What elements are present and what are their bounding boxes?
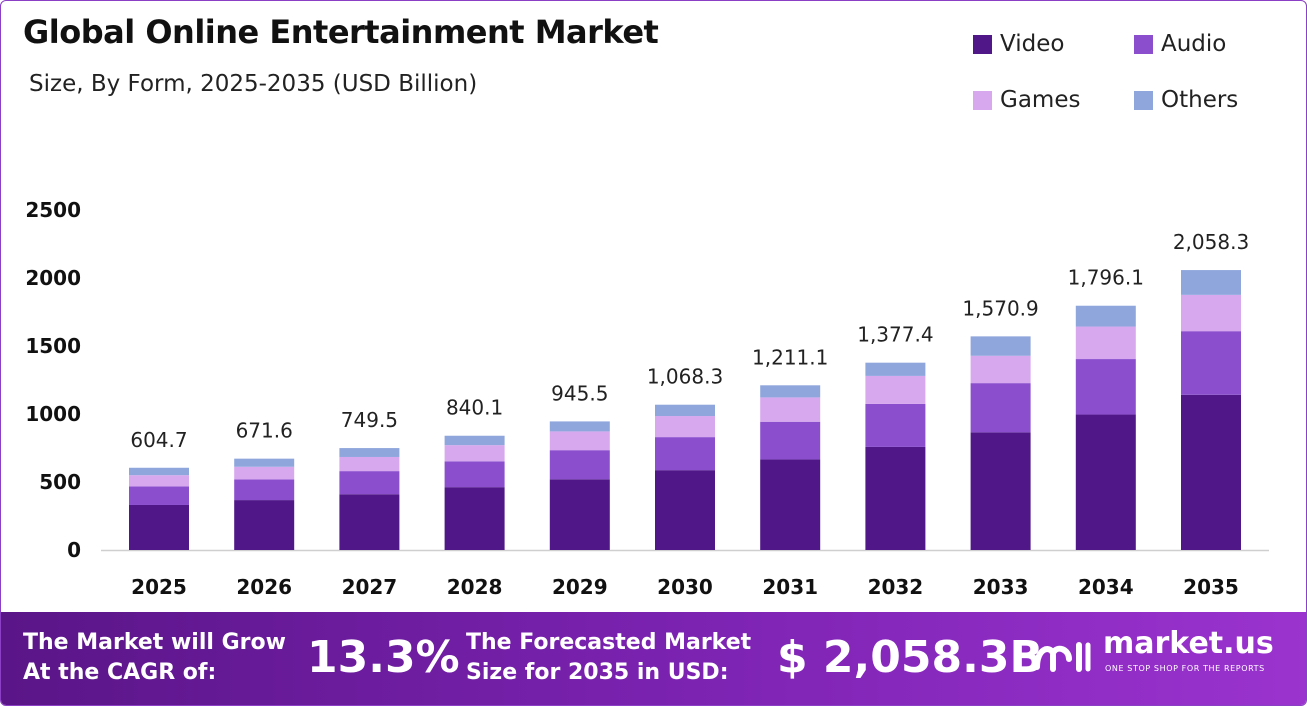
bar-segment-others-2030 [655, 404, 715, 417]
total-label-2032: 1,377.4 [857, 323, 933, 347]
y-tick-label: 500 [39, 470, 81, 494]
legend-item-video: Video [973, 31, 1064, 57]
bar-segment-others-2026 [234, 458, 295, 467]
chart-subtitle: Size, By Form, 2025-2035 (USD Billion) [29, 71, 478, 97]
bar-segment-others-2034 [1075, 305, 1136, 327]
brand-name: market.us [1103, 626, 1274, 661]
bar-segment-video-2030 [655, 470, 715, 550]
legend-item-audio: Audio [1134, 31, 1226, 57]
forecast-label-line1: The Forecasted Market [466, 630, 752, 655]
bar-segment-games-2034 [1075, 326, 1136, 360]
legend-item-games: Games [973, 87, 1080, 113]
bar-segment-games-2032 [865, 375, 926, 404]
total-label-2034: 1,796.1 [1068, 266, 1144, 290]
total-label-2031: 1,211.1 [752, 345, 828, 369]
cagr-value: 13.3% [307, 632, 460, 683]
cagr-label-line2: At the CAGR of: [23, 660, 217, 685]
bar-segment-games-2029 [549, 431, 610, 451]
bar-segment-audio-2032 [865, 403, 926, 447]
legend-item-others: Others [1134, 87, 1238, 113]
x-tick-label-2029: 2029 [552, 575, 608, 599]
y-tick-label: 2500 [25, 198, 81, 222]
bar-segment-games-2030 [655, 416, 715, 438]
stacked-bar-chart: 0 500 1000 1500 2000 2500 604.7 2025 671.6 2026 74… [25, 198, 1269, 599]
bar-segment-video-2032 [865, 446, 926, 550]
bar-segment-others-2028 [444, 435, 505, 446]
bar-segment-audio-2034 [1075, 359, 1136, 415]
brand-tagline: ONE STOP SHOP FOR THE REPORTS [1105, 664, 1265, 673]
total-label-2028: 840.1 [446, 396, 503, 420]
total-label-2027: 749.5 [341, 408, 398, 432]
bar-segment-video-2028 [444, 487, 505, 550]
bar-segment-video-2029 [549, 479, 610, 550]
y-tick-label: 1500 [25, 334, 81, 358]
y-tick-label: 1000 [25, 402, 81, 426]
bar-segment-audio-2030 [655, 437, 715, 471]
bar-segment-others-2025 [129, 467, 189, 476]
total-label-2029: 945.5 [551, 381, 608, 405]
bar-segment-audio-2031 [760, 421, 821, 460]
bar-segment-video-2027 [339, 494, 400, 550]
total-label-2033: 1,570.9 [962, 296, 1038, 320]
y-tick-label: 2000 [25, 266, 81, 290]
bar-segment-audio-2027 [339, 471, 400, 495]
forecast-value: $ 2,058.3B [777, 632, 1043, 683]
bar-segment-video-2025 [129, 504, 189, 550]
bar-segment-audio-2033 [970, 383, 1031, 433]
x-tick-label-2032: 2032 [868, 575, 924, 599]
bar-segment-video-2035 [1181, 394, 1241, 550]
x-tick-label-2031: 2031 [762, 575, 818, 599]
bar-segment-others-2035 [1181, 270, 1241, 295]
cagr-label-line1: The Market will Grow [23, 630, 286, 655]
bar-segment-others-2029 [549, 421, 610, 432]
bar-segment-games-2035 [1181, 294, 1241, 332]
x-tick-label-2026: 2026 [236, 575, 292, 599]
bar-segment-others-2032 [865, 362, 926, 376]
bar-segment-games-2027 [339, 456, 400, 472]
x-tick-label-2028: 2028 [447, 575, 503, 599]
bar-segment-others-2031 [760, 385, 821, 398]
legend-label-video: Video [1000, 31, 1065, 57]
legend-swatch-video [973, 34, 992, 54]
bar-segment-games-2028 [444, 445, 505, 462]
x-tick-label-2034: 2034 [1078, 575, 1134, 599]
legend-swatch-others [1134, 90, 1153, 110]
total-label-2030: 1,068.3 [647, 365, 723, 389]
x-tick-label-2033: 2033 [973, 575, 1029, 599]
bar-segment-games-2025 [129, 475, 189, 487]
bar-segment-video-2026 [234, 500, 295, 550]
x-tick-label-2027: 2027 [342, 575, 398, 599]
legend-label-games: Games [1000, 87, 1081, 113]
x-tick-label-2030: 2030 [657, 575, 713, 599]
bar-segment-audio-2035 [1181, 331, 1241, 395]
total-label-2025: 604.7 [130, 428, 187, 452]
bar-segment-games-2031 [760, 397, 821, 422]
legend-label-others: Others [1161, 87, 1239, 113]
bar-segment-others-2027 [339, 448, 400, 457]
total-label-2026: 671.6 [236, 419, 293, 443]
summary-banner: The Market will Grow At the CAGR of: 13.… [1, 612, 1306, 705]
bar-segment-games-2026 [234, 466, 295, 480]
bar-segment-video-2033 [970, 432, 1031, 550]
forecast-label-line2: Size for 2035 in USD: [466, 660, 729, 685]
chart-title: Global Online Entertainment Market [23, 13, 659, 51]
bar-segment-audio-2026 [234, 479, 295, 501]
bar-segment-audio-2025 [129, 486, 189, 505]
legend-label-audio: Audio [1161, 31, 1227, 57]
x-tick-label-2025: 2025 [131, 575, 187, 599]
bar-segment-audio-2029 [549, 450, 610, 480]
x-tick-label-2035: 2035 [1183, 575, 1239, 599]
market-us-logo-icon [1034, 642, 1091, 672]
bar-segment-video-2031 [760, 459, 821, 550]
legend-swatch-games [973, 90, 992, 110]
bar-segment-games-2033 [970, 355, 1031, 384]
bar-segment-video-2034 [1075, 414, 1136, 550]
bar-segment-others-2033 [970, 336, 1031, 356]
bar-segment-audio-2028 [444, 461, 505, 488]
total-label-2035: 2,058.3 [1173, 230, 1249, 254]
y-tick-label: 0 [67, 538, 81, 562]
legend-swatch-audio [1134, 34, 1153, 54]
